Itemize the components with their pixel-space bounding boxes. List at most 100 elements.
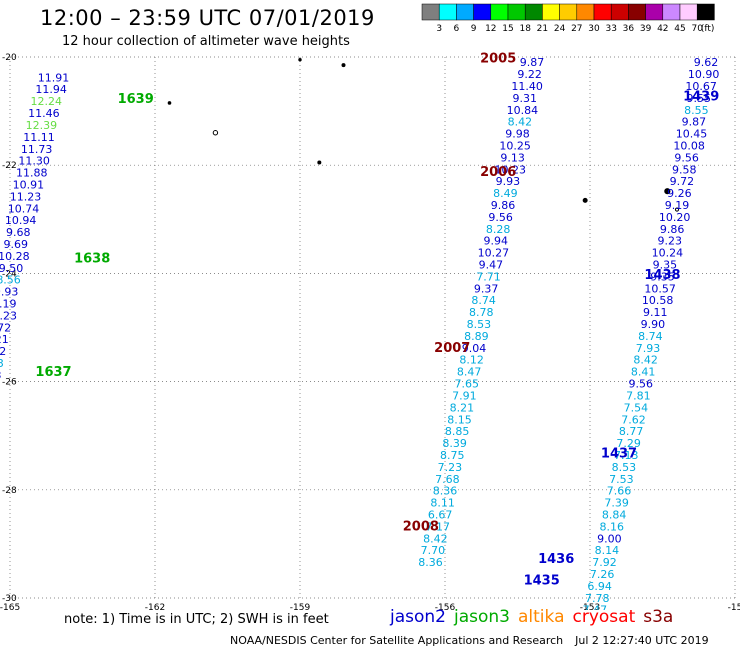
swh-value: 9.22 — [517, 68, 542, 81]
swh-value: 7.13 — [614, 449, 639, 462]
swh-value: 10.27 — [478, 247, 510, 260]
swh-value: 8.16 — [600, 520, 625, 533]
lon-tick-label: -159 — [290, 603, 311, 610]
colorbar-tick: 6 — [454, 24, 460, 34]
swh-value: 7.47 — [583, 604, 608, 610]
lon-tick-label: -156 — [435, 603, 456, 610]
swh-value: 9.52 — [0, 345, 6, 358]
swh-value: 8.42 — [508, 116, 533, 129]
swh-value: 10.45 — [676, 128, 708, 141]
swh-value: 7.81 — [626, 389, 651, 402]
swh-value: 9.87 — [520, 56, 545, 69]
swh-value: 8.84 — [602, 508, 627, 521]
swh-value: 7.23 — [438, 461, 463, 474]
swh-value: 9.35 — [650, 270, 675, 283]
footer-credit: NOAA/NESDIS Center for Satellite Applica… — [230, 634, 709, 647]
island-dot — [664, 188, 671, 195]
colorbar-unit: (ft) — [701, 24, 715, 34]
legend-jason3: jason3 — [454, 607, 510, 627]
legend-jason2: jason2 — [390, 607, 446, 627]
pass-number: 1439 — [683, 89, 719, 104]
colorbar: 3 6 9 12 15 18 21 24 27 30 33 36 39 42 45 70(ft) — [421, 3, 715, 34]
swh-value: 10.28 — [0, 250, 30, 263]
pass-number: 2006 — [480, 165, 516, 180]
swh-value: 8.12 — [459, 354, 484, 367]
swh-value: 9.72 — [670, 175, 695, 188]
swh-value: 9.94 — [484, 235, 509, 248]
swh-value: 7.70 — [421, 544, 446, 557]
swh-value: 9.68 — [6, 226, 31, 239]
swh-value: 9.47 — [479, 259, 504, 272]
swh-value: 7.62 — [621, 413, 646, 426]
island-dot — [298, 58, 302, 62]
swh-value: 10.84 — [507, 104, 539, 117]
swh-value: 7.65 — [455, 378, 480, 391]
colorbar-tick: 15 — [502, 24, 513, 34]
swh-value: 9.21 — [0, 333, 9, 346]
swh-value: 8.85 — [445, 425, 470, 438]
swh-value: 11.91 — [38, 71, 70, 84]
lat-tick-label: -28 — [2, 486, 17, 496]
swh-value: 8.42 — [423, 532, 448, 545]
swh-value: 12.24 — [31, 95, 63, 108]
lat-tick-label: -24 — [2, 269, 17, 279]
credit-date: Jul 2 12:27:40 UTC 2019 — [575, 634, 709, 647]
pass-number: 2008 — [403, 519, 439, 534]
colorbar-tick: 9 — [471, 24, 477, 34]
swh-value: 10.20 — [659, 211, 691, 224]
swh-value: 7.91 — [452, 389, 477, 402]
swh-value: 9.58 — [672, 163, 697, 176]
credit-org: NOAA/NESDIS Center for Satellite Applica… — [230, 634, 564, 647]
swh-value: 8.56 — [0, 274, 21, 287]
swh-value: 11.23 — [10, 190, 42, 203]
pass-number: 1637 — [35, 365, 71, 380]
swh-value: 9.90 — [641, 318, 666, 331]
swh-value: 9.50 — [0, 262, 23, 275]
swh-value: 9.31 — [513, 92, 538, 105]
colorbar-tick: 42 — [657, 24, 668, 34]
legend-altika: altika — [518, 607, 565, 627]
legend-s3a: s3a — [643, 607, 674, 627]
swh-value: 11.11 — [23, 131, 55, 144]
page-subtitle: 12 hour collection of altimeter wave hei… — [62, 34, 350, 49]
lat-tick-label: -20 — [2, 53, 17, 63]
colorbar-tick: 33 — [605, 24, 616, 34]
swh-value: 8.89 — [464, 330, 489, 343]
swh-value: 8.78 — [469, 306, 494, 319]
footer-note: note: 1) Time is in UTC; 2) SWH is in fe… — [64, 612, 329, 627]
swh-value: 8.36 — [433, 485, 458, 498]
swh-value: 9.13 — [500, 151, 525, 164]
swh-value: 7.17 — [426, 520, 451, 533]
swh-value: 8.28 — [486, 223, 511, 236]
swh-value: 9.55 — [687, 92, 712, 105]
swh-value: 9.26 — [667, 187, 692, 200]
pass-number: 1438 — [644, 268, 680, 283]
pass-number: 1437 — [601, 446, 637, 461]
swh-value: 9.19 — [665, 199, 690, 212]
swh-value: 9.93 — [0, 286, 18, 299]
swh-value: 8.14 — [595, 544, 620, 557]
swh-value: 9.98 — [505, 128, 530, 141]
colorbar-tick: 36 — [623, 24, 635, 34]
colorbar-tick: 24 — [554, 24, 566, 34]
swh-value: 11.73 — [21, 143, 53, 156]
colorbar-swatch — [696, 3, 715, 21]
swh-value: 11.94 — [35, 83, 67, 96]
swh-value: 7.78 — [585, 592, 610, 605]
colorbar-tick: 27 — [571, 24, 582, 34]
swh-value: 7.54 — [624, 401, 649, 414]
swh-value: 9.56 — [488, 211, 513, 224]
swh-value: 9.33 — [0, 369, 1, 382]
colorbar-tick: 3 — [436, 24, 442, 34]
swh-value: 10.94 — [5, 214, 37, 227]
swh-value: 10.74 — [8, 202, 40, 215]
pass-number: 1639 — [118, 92, 154, 107]
swh-value: 8.83 — [0, 357, 4, 370]
swh-value: 7.66 — [607, 485, 632, 498]
lon-tick-label: -15 — [728, 603, 740, 610]
swh-value: 7.53 — [609, 473, 634, 486]
swh-value: 9.04 — [462, 342, 487, 355]
pass-number: 1435 — [524, 573, 560, 588]
swh-value: 9.35 — [653, 259, 678, 272]
swh-value: 9.56 — [674, 151, 699, 164]
